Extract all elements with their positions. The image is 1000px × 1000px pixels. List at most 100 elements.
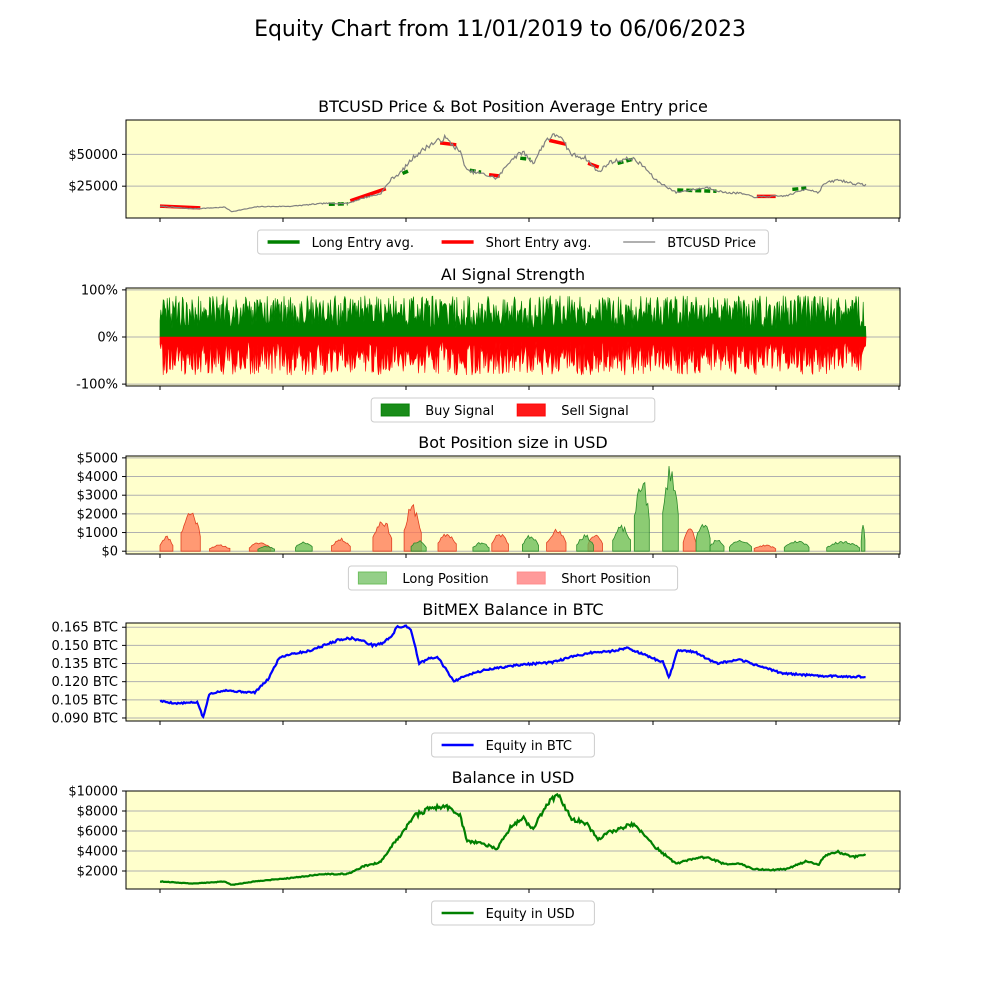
legend-label: Long Entry avg. [312,236,414,251]
y-tick-label: $6000 [77,825,118,840]
legend-box [431,900,595,926]
y-tick-label: 0.135 BTC [51,657,118,672]
short-entry-segment [548,138,567,146]
usd-balance-panel-title: Balance in USD [452,768,575,787]
y-tick-label: $0 [101,545,118,560]
usd-balance-panel-background [126,791,900,889]
price-panel-marks [159,132,867,213]
y-tick-label: $1000 [77,526,118,541]
long-position-area [522,534,539,552]
short-position-area [372,521,393,552]
y-tick-label: 0.120 BTC [51,675,118,690]
legend-swatch [357,571,387,585]
price-panel-frame [125,119,901,219]
long-entry-segment [401,169,410,176]
btc-balance-panel-legend: Equity in BTC [431,732,595,758]
legend-box [257,229,769,255]
legend-label: Short Entry avg. [486,236,592,251]
equity-btc-line [159,624,866,720]
btc-balance-panel-frame [125,622,901,722]
usd-balance-panel-marks [159,792,867,886]
y-tick-label: $8000 [77,805,118,820]
btc-balance-panel-marks [159,624,866,720]
signal-panel-legend: Buy Signal Sell Signal [370,397,656,423]
position-panel-background [126,456,900,554]
btcusd-price-line [159,132,867,213]
legend-box [431,732,595,758]
buy-signal-area [159,295,867,338]
legend-swatch [516,571,546,585]
sell-signal-area [159,336,867,376]
y-tick-label: 100% [81,283,118,298]
position-panel-title: Bot Position size in USD [418,433,607,452]
short-entry-segment [587,161,600,169]
long-position-area [860,525,866,552]
long-entry-segment [677,188,717,194]
long-position-area [709,539,725,552]
y-tick-label: 0.090 BTC [51,711,118,726]
y-tick-label: 0% [97,331,118,346]
usd-balance-panel: $2000 $4000 $6000 $8000 $10000 Balance in US… [68,768,901,926]
y-tick-label: 0.165 BTC [51,621,118,636]
long-entry-segment [520,156,531,162]
short-position-area [491,533,509,552]
long-position-area [295,541,313,552]
y-tick-label: -100% [76,378,118,393]
price-panel-title: BTCUSD Price & Bot Position Average Entr… [318,97,708,116]
btc-balance-panel-grid [126,626,900,719]
long-position-area [576,533,594,552]
legend-label: Buy Signal [425,404,494,419]
long-position-area [472,541,490,552]
short-position-area [403,503,422,552]
legend-label: Equity in USD [486,907,575,922]
long-position-area [826,541,860,552]
position-panel-legend: Long Position Short Position [347,565,679,591]
signal-panel: -100% 0% 100% AI Signal Strength Buy Signa… [76,265,901,423]
signal-panel-title: AI Signal Strength [441,265,585,284]
price-panel: $25000 $50000 BTCUSD Price & Bot Position… [68,97,901,255]
legend-swatch [516,403,546,417]
y-tick-label: $10000 [68,785,118,800]
legend-swatch [380,403,410,417]
y-tick-label: 0.105 BTC [51,693,118,708]
long-position-area [662,466,679,552]
position-panel: $0 $1000 $2000 $3000 $4000 $5000 Bot Position… [77,433,901,591]
short-position-area [180,512,201,552]
figure-title: Equity Chart from 11/01/2019 to 06/06/20… [254,17,746,42]
position-panel-axes: $0 $1000 $2000 $3000 $4000 $5000 [77,451,900,560]
legend-box [370,397,656,423]
price-panel-background [126,120,900,218]
legend-label: Equity in BTC [486,739,572,754]
y-tick-label: $5000 [77,451,118,466]
price-panel-axes: $25000 $50000 [68,148,900,222]
btc-balance-panel-title: BitMEX Balance in BTC [422,600,603,619]
short-position-area [331,537,351,552]
legend-label: BTCUSD Price [667,236,756,251]
short-entry-segment [439,141,457,147]
usd-balance-panel-axes: $2000 $4000 $6000 $8000 $10000 [68,785,900,893]
legend-label: Short Position [561,572,651,587]
long-entry-segment [792,186,807,192]
long-position-area [410,540,427,552]
y-tick-label: $4000 [77,845,118,860]
y-tick-label: $2000 [77,865,118,880]
legend-label: Sell Signal [561,404,629,419]
y-tick-label: 0.150 BTC [51,639,118,654]
long-position-area [783,540,810,552]
short-position-area [209,544,231,552]
short-entry-segment [488,172,501,178]
btc-balance-panel-background [126,623,900,721]
short-position-area [546,528,567,552]
usd-balance-panel-legend: Equity in USD [431,900,595,926]
short-position-area [159,535,174,552]
signal-panel-marks [159,295,867,376]
y-tick-label: $2000 [77,507,118,522]
usd-balance-panel-frame [125,790,901,890]
long-position-area [612,524,631,552]
short-position-area [437,533,457,552]
short-entry-segment [349,187,387,203]
y-tick-label: $25000 [68,180,118,195]
price-panel-legend: Long Entry avg. Short Entry avg. BTCUSD Pr… [257,229,769,255]
y-tick-label: $4000 [77,470,118,485]
